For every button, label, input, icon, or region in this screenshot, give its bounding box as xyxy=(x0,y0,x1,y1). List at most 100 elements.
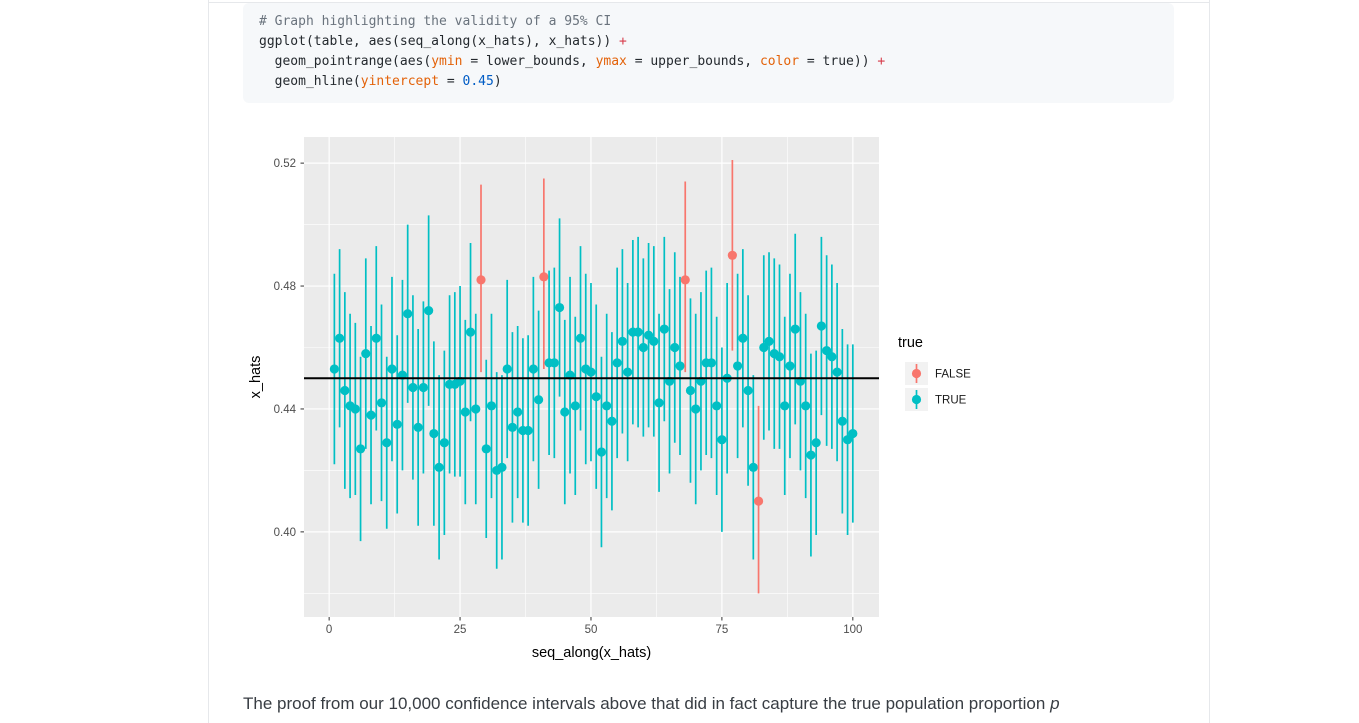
pointrange-true-point xyxy=(670,342,680,353)
x-axis-title: seq_along(x_hats) xyxy=(532,645,651,660)
pointrange-true-point xyxy=(685,385,696,396)
x-tick-label: 100 xyxy=(843,624,862,636)
pointrange-true-point xyxy=(706,358,717,368)
pointrange-false-point xyxy=(753,496,764,506)
pointrange-true-point xyxy=(439,438,449,448)
pointrange-true-point xyxy=(743,385,753,396)
paragraph-italic-term: p xyxy=(1050,694,1060,713)
pointrange-true-point xyxy=(481,444,491,454)
paragraph-text: The proof from our 10,000 confidence int… xyxy=(243,694,1051,713)
pointrange-true-point xyxy=(361,349,371,359)
pointrange-false-point xyxy=(680,275,690,285)
pointrange-true-point xyxy=(424,306,434,316)
pointrange-true-point xyxy=(659,324,669,334)
pointrange-true-point xyxy=(785,361,795,371)
pointrange-true-point xyxy=(570,401,580,411)
y-axis-title: x_hats xyxy=(248,356,264,399)
code-token-param: yintercept xyxy=(360,74,440,89)
pointrange-true-point xyxy=(387,364,397,374)
pointrange-true-point xyxy=(528,364,538,374)
pointrange-true-point xyxy=(366,410,376,420)
pointrange-true-point xyxy=(748,462,758,472)
legend-label-false: FALSE xyxy=(935,369,971,381)
pointrange-key-icon xyxy=(911,368,922,379)
y-tick-label: 0.40 xyxy=(274,527,296,539)
pointrange-true-point xyxy=(408,382,418,393)
pointrange-true-point xyxy=(497,462,507,472)
pointrange-true-point xyxy=(717,435,727,445)
pointrange-true-point xyxy=(827,352,837,362)
pointrange-true-point xyxy=(591,392,601,402)
pointrange-true-point xyxy=(764,336,774,346)
code-token-plain: geom_pointrange(aes( xyxy=(259,54,432,69)
r-code-block: # Graph highlighting the validity of a 9… xyxy=(243,3,1174,103)
pointrange-true-point xyxy=(774,352,785,362)
pointrange-true-point xyxy=(675,361,685,371)
pointrange-true-point xyxy=(780,401,790,411)
pointrange-true-point xyxy=(376,398,387,408)
pointrange-true-point xyxy=(335,333,345,343)
pointrange-true-point xyxy=(534,395,544,405)
code-token-plain: ggplot(table, aes(seq_along(x_hats), x_h… xyxy=(259,34,620,49)
pointrange-true-point xyxy=(649,336,659,346)
code-token-param: ymax xyxy=(595,54,627,69)
pointrange-true-point xyxy=(633,327,643,337)
code-token-param: ymin xyxy=(431,54,463,69)
pointrange-key-icon xyxy=(911,394,922,405)
pointrange-true-point xyxy=(811,438,821,448)
y-tick-label: 0.48 xyxy=(274,281,296,293)
pointrange-true-point xyxy=(638,342,648,353)
pointrange-true-point xyxy=(340,385,350,396)
pointrange-true-point xyxy=(806,450,816,460)
code-token-plain: = true)) xyxy=(799,54,878,69)
pointrange-true-point xyxy=(623,367,633,377)
pointrange-true-point xyxy=(502,364,512,374)
section-divider xyxy=(209,2,1209,3)
pointrange-true-point xyxy=(523,425,533,436)
pointrange-true-point xyxy=(465,327,476,337)
pointrange-false-point xyxy=(476,275,486,285)
x-tick-label: 25 xyxy=(454,624,467,636)
code-token-op: + xyxy=(877,54,886,69)
code-token-num: 0.45 xyxy=(462,74,494,89)
pointrange-true-point xyxy=(434,462,444,472)
x-tick-label: 75 xyxy=(715,624,728,636)
pointrange-true-point xyxy=(602,401,612,411)
pointrange-true-point xyxy=(612,358,622,368)
pointrange-true-point xyxy=(837,416,847,426)
pointrange-true-point xyxy=(329,364,339,374)
code-token-param: color xyxy=(759,54,800,69)
pointrange-true-point xyxy=(371,333,381,343)
pointrange-true-point xyxy=(842,435,853,445)
pointrange-true-point xyxy=(403,309,413,319)
pointrange-true-point xyxy=(596,447,607,457)
pointrange-true-point xyxy=(712,401,722,411)
pointrange-true-point xyxy=(738,333,748,343)
pointrange-true-point xyxy=(382,438,392,448)
pointrange-true-point xyxy=(816,321,826,331)
pointrange-true-point xyxy=(392,419,402,429)
pointrange-true-point xyxy=(507,422,518,432)
pointrange-true-point xyxy=(575,333,586,343)
pointrange-true-point xyxy=(691,404,701,414)
pointrange-true-point xyxy=(560,407,570,417)
pointrange-true-point xyxy=(617,336,627,346)
y-tick-label: 0.44 xyxy=(274,404,297,416)
pointrange-true-point xyxy=(471,404,481,414)
code-token-plain: geom_hline( xyxy=(259,74,361,89)
pointrange-true-point xyxy=(832,367,842,377)
code-token-op: + xyxy=(619,34,627,49)
legend-label-true: TRUE xyxy=(935,395,967,407)
x-tick-label: 0 xyxy=(326,624,332,636)
pointrange-true-point xyxy=(759,342,769,353)
body-paragraph: The proof from our 10,000 confidence int… xyxy=(243,692,1183,716)
code-token-plain: = lower_bounds, xyxy=(462,54,596,69)
code-token-plain: ) xyxy=(493,74,502,89)
content-column: # Graph highlighting the validity of a 9… xyxy=(208,0,1210,723)
pointrange-true-point xyxy=(460,407,470,417)
pointrange-true-point xyxy=(643,330,654,340)
pointrange-true-point xyxy=(486,401,497,411)
pointrange-true-point xyxy=(429,428,439,439)
pointrange-true-point xyxy=(413,422,423,432)
pointrange-false-point xyxy=(539,272,549,282)
